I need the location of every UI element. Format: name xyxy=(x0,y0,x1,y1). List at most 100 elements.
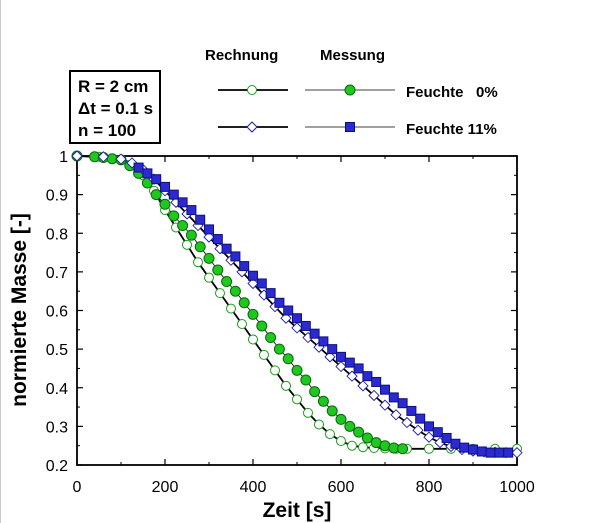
data-point xyxy=(160,181,170,192)
data-point xyxy=(292,394,302,405)
data-point xyxy=(259,349,269,360)
data-point xyxy=(142,168,153,179)
data-point xyxy=(270,365,280,376)
data-point xyxy=(358,442,368,453)
parameter-box: R = 2 cm Δt = 0.1 s n = 100 xyxy=(69,70,161,144)
data-point xyxy=(412,424,424,436)
data-point xyxy=(390,409,402,421)
data-point xyxy=(221,243,232,254)
y-tick-label: 0.3 xyxy=(46,419,68,436)
data-point xyxy=(300,320,311,331)
data-point xyxy=(194,241,206,253)
data-point xyxy=(265,332,277,344)
y-tick-label: 0.5 xyxy=(46,342,68,359)
data-point xyxy=(397,398,408,409)
data-point xyxy=(317,395,329,407)
data-point xyxy=(238,297,250,309)
data-point xyxy=(379,399,391,411)
data-point xyxy=(133,162,144,173)
data-point xyxy=(324,351,336,363)
data-point xyxy=(281,380,291,391)
data-point xyxy=(274,297,285,308)
data-point xyxy=(325,429,335,440)
data-point xyxy=(282,353,294,365)
data-point xyxy=(309,328,320,339)
data-point xyxy=(292,313,302,324)
plot-area xyxy=(76,155,518,466)
data-point xyxy=(300,374,312,386)
data-point xyxy=(177,197,188,208)
data-point xyxy=(335,413,347,425)
data-point xyxy=(265,288,276,299)
data-point xyxy=(212,264,224,276)
param-radius: R = 2 cm xyxy=(78,77,148,96)
data-point xyxy=(326,405,338,417)
data-point xyxy=(415,413,426,424)
y-tick-label: 0.8 xyxy=(46,226,68,243)
x-tick-label: 800 xyxy=(416,479,443,496)
data-point xyxy=(168,189,179,200)
data-point xyxy=(168,210,180,222)
data-point xyxy=(215,288,225,299)
x-tick-label: 400 xyxy=(240,479,267,496)
legend-marker-meas-0 xyxy=(344,84,356,96)
data-point xyxy=(344,357,355,368)
x-tick-label: 0 xyxy=(73,479,82,496)
data-point xyxy=(459,442,470,453)
series-markers xyxy=(71,150,523,459)
data-point xyxy=(247,277,259,290)
data-point xyxy=(347,440,357,451)
data-point xyxy=(336,351,346,362)
data-point xyxy=(248,270,258,281)
legend-marker-meas-1 xyxy=(345,122,355,132)
data-point xyxy=(186,205,197,216)
data-point xyxy=(204,224,214,235)
data-point xyxy=(185,229,197,241)
data-point xyxy=(353,426,365,438)
data-point xyxy=(441,432,452,443)
data-point xyxy=(318,336,329,347)
data-point xyxy=(151,174,162,185)
data-point xyxy=(327,344,338,355)
data-point xyxy=(182,239,192,250)
data-point xyxy=(195,214,206,225)
data-point xyxy=(247,308,259,320)
data-point xyxy=(362,371,373,382)
legend: Rechnung Messung Feuchte 0% Feuchte 11% xyxy=(205,47,498,138)
param-n: n = 100 xyxy=(78,121,136,140)
data-point xyxy=(357,380,369,392)
data-point xyxy=(204,272,214,283)
legend-marker-calc-0 xyxy=(247,85,257,95)
data-point xyxy=(291,322,303,334)
data-point xyxy=(485,447,496,458)
data-point xyxy=(226,303,236,314)
data-point xyxy=(476,446,487,457)
data-point xyxy=(388,392,399,403)
data-point xyxy=(468,444,478,455)
data-point xyxy=(71,150,83,162)
legend-marker-calc-1 xyxy=(246,121,258,133)
data-point xyxy=(368,389,380,402)
data-point xyxy=(239,261,250,272)
x-tick-label: 1000 xyxy=(499,479,535,496)
data-point xyxy=(303,407,313,418)
data-point xyxy=(406,405,417,416)
data-point xyxy=(115,153,127,165)
data-point xyxy=(380,384,390,395)
data-point xyxy=(283,305,294,316)
x-tick-label: 200 xyxy=(152,479,179,496)
legend-label-1: Feuchte 11% xyxy=(406,121,497,138)
y-tick-label: 0.7 xyxy=(46,265,68,282)
data-point xyxy=(280,312,292,324)
data-point xyxy=(424,421,434,432)
tick-labels: 0 200 400 600 800 1000 0.2 0.3 0.4 0.5 0.6 0.7 0.8 0.… xyxy=(46,149,535,496)
y-tick-label: 0.6 xyxy=(46,304,68,321)
data-point xyxy=(273,343,285,355)
data-point xyxy=(423,431,435,443)
data-point xyxy=(150,189,162,201)
y-axis-title: normierte Masse [-] xyxy=(8,213,31,407)
data-point xyxy=(159,198,171,210)
data-point xyxy=(336,436,346,447)
data-point xyxy=(97,151,110,163)
